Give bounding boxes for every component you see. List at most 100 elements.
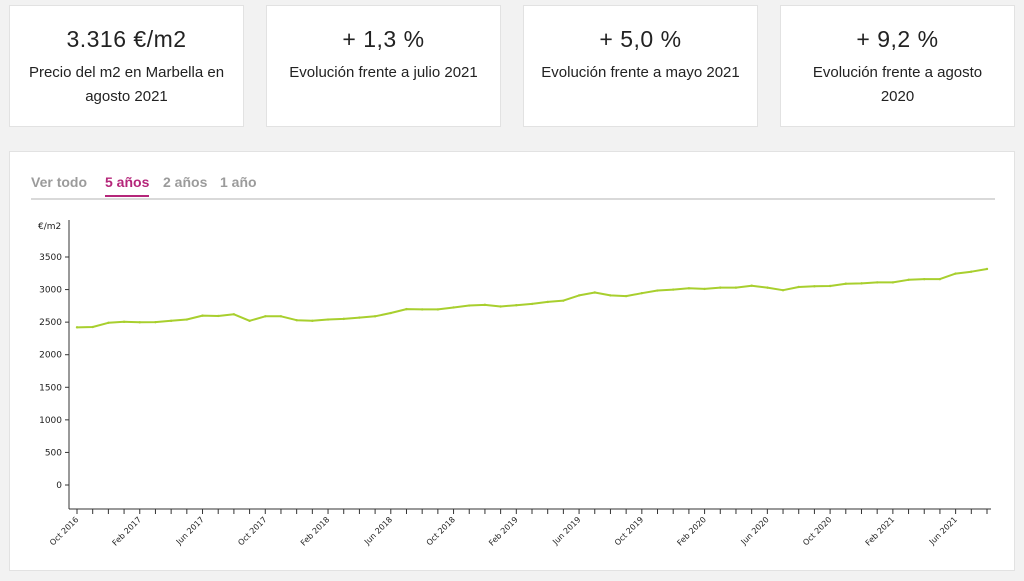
- x-tick-label: Feb 2017: [111, 515, 144, 548]
- data-point: [656, 289, 659, 292]
- data-point: [875, 281, 879, 284]
- x-tick-label: Oct 2016: [48, 515, 80, 547]
- data-point: [91, 325, 94, 329]
- data-point: [781, 289, 785, 292]
- x-tick-label: Jun 2017: [174, 515, 206, 547]
- data-point: [107, 321, 110, 324]
- data-point: [436, 308, 440, 311]
- data-point: [577, 294, 581, 297]
- data-point: [954, 272, 957, 275]
- y-tick-label: 2500: [39, 318, 62, 328]
- data-point: [326, 318, 330, 321]
- x-tick-label: Feb 2020: [675, 515, 708, 548]
- tab-2-anos[interactable]: 2 años: [163, 174, 208, 190]
- range-tabs: Ver todo 5 años 2 años 1 año: [31, 174, 995, 200]
- x-tick-label: Jun 2020: [739, 515, 771, 547]
- x-tick-label: Jun 2021: [927, 515, 959, 547]
- quarterly-change-value: + 5,0 %: [599, 26, 682, 52]
- y-axis-label: €/m2: [38, 222, 61, 232]
- data-point: [923, 277, 926, 281]
- data-point: [985, 267, 989, 271]
- quarterly-change-description: Evolución frente a mayo 2021: [541, 64, 740, 81]
- data-point: [734, 286, 738, 289]
- data-point: [766, 286, 769, 289]
- quarterly-change-card: + 5,0 % Evolución frente a mayo 2021: [523, 5, 758, 127]
- y-tick-label: 1500: [39, 383, 62, 393]
- data-point: [828, 284, 832, 288]
- data-point: [358, 316, 361, 319]
- y-tick-label: 1000: [39, 416, 62, 426]
- y-tick-label: 0: [56, 481, 62, 491]
- x-tick-label: Oct 2017: [236, 515, 268, 547]
- data-point: [891, 281, 895, 284]
- data-point: [609, 294, 612, 297]
- data-point: [75, 326, 79, 329]
- data-point: [248, 319, 251, 323]
- data-point: [452, 306, 455, 309]
- data-point: [970, 270, 973, 273]
- data-point: [342, 317, 345, 321]
- price-description: Precio del m2 en Marbella en agosto 2021: [28, 64, 225, 105]
- data-point: [389, 311, 392, 315]
- data-point: [420, 308, 424, 311]
- x-tick-label: Oct 2019: [613, 515, 645, 547]
- data-point: [311, 319, 314, 323]
- data-point: [672, 288, 675, 291]
- y-tick-label: 2000: [39, 351, 62, 361]
- data-point: [279, 315, 283, 318]
- data-point: [562, 299, 565, 302]
- x-tick-label: Jun 2019: [550, 515, 582, 547]
- monthly-change-description: Evolución frente a julio 2021: [289, 64, 478, 81]
- tab-1-ano[interactable]: 1 año: [220, 174, 257, 190]
- data-point: [264, 315, 267, 318]
- data-point: [844, 282, 847, 285]
- data-point: [232, 313, 236, 316]
- x-tick-label: Oct 2018: [425, 515, 457, 547]
- x-tick-label: Feb 2021: [864, 515, 897, 548]
- y-tick-label: 3500: [39, 253, 62, 263]
- data-point: [530, 302, 534, 306]
- tab-ver-todo[interactable]: Ver todo: [31, 174, 88, 190]
- monthly-change-value: + 1,3 %: [342, 26, 425, 52]
- data-point: [154, 320, 157, 324]
- y-tick-label: 3000: [39, 286, 62, 296]
- data-point: [217, 314, 220, 318]
- x-tick-label: Jun 2018: [362, 515, 394, 547]
- data-point: [295, 318, 298, 322]
- data-point: [687, 287, 691, 290]
- data-point: [185, 318, 189, 321]
- chart-panel: Ver todo 5 años 2 años 1 año €/m2 0 500 100…: [9, 151, 1015, 571]
- data-point: [373, 315, 377, 318]
- data-point: [122, 320, 126, 324]
- data-point: [750, 284, 753, 287]
- data-point: [405, 307, 408, 311]
- x-tick-label: Oct 2020: [801, 515, 833, 547]
- tab-5-anos[interactable]: 5 años: [105, 174, 150, 197]
- yearly-change-card: + 9,2 % Evolución frente a agosto 2020: [780, 5, 1015, 127]
- data-point: [907, 278, 910, 281]
- data-point: [169, 319, 173, 323]
- y-tick-label: 500: [45, 448, 62, 458]
- data-point: [546, 300, 549, 304]
- data-point: [640, 291, 644, 295]
- data-point: [201, 314, 204, 317]
- yearly-change-value: + 9,2 %: [856, 26, 939, 52]
- data-point: [593, 291, 596, 294]
- data-point: [138, 321, 141, 324]
- data-point: [624, 294, 628, 298]
- price-value: 3.316 €/m2: [66, 26, 187, 52]
- data-point: [483, 303, 487, 307]
- data-point: [703, 287, 706, 291]
- data-point: [719, 286, 722, 289]
- data-point: [797, 285, 800, 289]
- data-point: [499, 305, 502, 308]
- x-tick-label: Feb 2018: [299, 515, 332, 548]
- data-point: [860, 282, 863, 285]
- monthly-change-card: + 1,3 % Evolución frente a julio 2021: [266, 5, 501, 127]
- data-point: [515, 304, 518, 307]
- price-series-line: [76, 268, 988, 329]
- yearly-change-description: Evolución frente a agosto 2020: [812, 64, 983, 105]
- data-point: [938, 277, 942, 281]
- price-card: 3.316 €/m2 Precio del m2 en Marbella en …: [9, 5, 244, 127]
- price-line-chart: €/m2 0 500 1000 1500 2000 2500 3000 3500 Oct 2016…: [38, 220, 991, 548]
